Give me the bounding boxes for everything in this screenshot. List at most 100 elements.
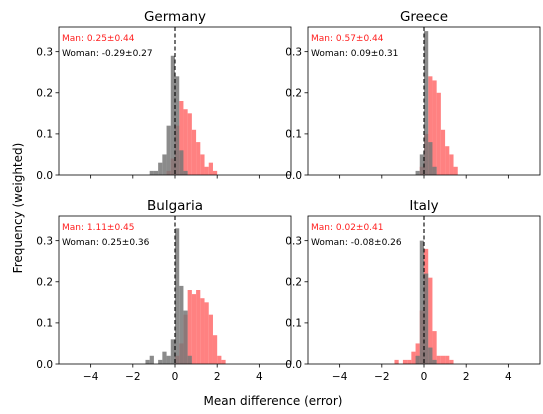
bar-man bbox=[179, 101, 184, 175]
bar-woman bbox=[415, 355, 420, 364]
bar-man bbox=[415, 343, 420, 364]
bar-man bbox=[200, 298, 205, 364]
bar-man bbox=[187, 290, 192, 364]
annotation-woman: Woman: 0.09±0.31 bbox=[311, 49, 398, 59]
bar-man bbox=[436, 355, 441, 364]
y-tick-label: 0.3 bbox=[36, 235, 53, 247]
bar-woman bbox=[158, 162, 163, 175]
panel-germany: 0.0 0.1 0.2 0.3 Germany Man: 0.25±0.44 Woman: … bbox=[36, 9, 292, 182]
bar-woman bbox=[162, 154, 167, 175]
bar-man bbox=[196, 142, 201, 175]
bar-man bbox=[407, 359, 412, 364]
bar-woman bbox=[153, 170, 159, 175]
bar-man bbox=[436, 92, 441, 175]
annotation-woman: Woman: 0.25±0.36 bbox=[62, 238, 150, 248]
annotation-woman: Woman: -0.29±0.27 bbox=[62, 49, 153, 59]
bar-woman bbox=[419, 240, 424, 364]
bar-man bbox=[445, 355, 450, 364]
bar-man bbox=[208, 162, 213, 175]
annotation-man: Man: 0.02±0.41 bbox=[311, 223, 384, 233]
bar-man bbox=[428, 277, 433, 364]
bar-man bbox=[411, 351, 416, 364]
annotation-man: Man: 1.11±0.45 bbox=[62, 223, 135, 233]
x-tick-label: −4 bbox=[83, 371, 99, 383]
bar-woman bbox=[424, 31, 429, 175]
bar-man bbox=[208, 314, 213, 364]
bar-man bbox=[428, 76, 433, 175]
y-tick-label: 0.0 bbox=[36, 170, 53, 182]
bar-woman bbox=[187, 355, 192, 364]
bar-woman bbox=[415, 170, 420, 175]
histogram-bars bbox=[145, 228, 226, 364]
histogram-bars bbox=[149, 55, 218, 175]
histogram-bars bbox=[394, 240, 454, 364]
bar-man bbox=[191, 129, 197, 175]
bar-man bbox=[221, 359, 226, 364]
bar-woman bbox=[432, 166, 437, 175]
x-tick-label: −4 bbox=[332, 371, 348, 383]
y-tick-label: 0.0 bbox=[36, 359, 53, 371]
x-tick-label: 4 bbox=[505, 371, 512, 383]
bar-woman bbox=[158, 359, 163, 364]
bar-man bbox=[449, 359, 454, 364]
bar-woman bbox=[183, 310, 188, 364]
panel-greece: 0.0 0.1 0.2 0.3 Greece Man: 0.57±0.44 Woman: 0… bbox=[285, 9, 541, 182]
y-tick-label: 0.0 bbox=[285, 170, 302, 182]
x-tick-label: 2 bbox=[463, 371, 470, 383]
bar-woman bbox=[162, 351, 167, 364]
bar-man bbox=[196, 290, 201, 364]
bar-man bbox=[212, 335, 218, 364]
bar-woman bbox=[179, 150, 184, 175]
y-tick-label: 0.2 bbox=[285, 88, 302, 100]
bar-man bbox=[432, 331, 437, 364]
panel-italy: −4 −2 0 2 4 0.0 0.1 0.2 0.3 Italy Man: 0.02±0.41 Wo… bbox=[285, 198, 541, 383]
bar-woman bbox=[424, 273, 429, 364]
bar-woman bbox=[175, 228, 180, 364]
bar-woman bbox=[432, 359, 437, 364]
bar-man bbox=[394, 359, 399, 364]
y-tick-label: 0.3 bbox=[285, 46, 302, 58]
figure-ylabel: Frequency (weighted) bbox=[11, 143, 25, 274]
panel-title: Italy bbox=[409, 198, 438, 214]
y-tick-label: 0.0 bbox=[285, 359, 302, 371]
x-tick-label: −2 bbox=[125, 371, 140, 383]
bar-woman bbox=[419, 154, 424, 175]
bar-woman bbox=[170, 55, 175, 175]
bar-woman bbox=[175, 76, 180, 175]
bar-man bbox=[440, 129, 446, 175]
panel-bulgaria: −4 −2 0 2 4 0.0 0.1 0.2 0.3 Bulgaria Man: 1.11±0.4… bbox=[36, 198, 292, 383]
y-tick-label: 0.2 bbox=[285, 277, 302, 289]
y-tick-label: 0.2 bbox=[36, 277, 53, 289]
bar-man bbox=[183, 109, 188, 175]
bar-man bbox=[432, 80, 437, 175]
histogram-bars bbox=[415, 31, 458, 175]
annotation-woman: Woman: -0.08±0.26 bbox=[311, 238, 402, 248]
bar-woman bbox=[145, 359, 150, 364]
figure-xlabel: Mean difference (error) bbox=[204, 394, 343, 408]
bar-woman bbox=[183, 170, 188, 175]
bar-woman bbox=[179, 285, 184, 364]
bar-man bbox=[453, 166, 458, 175]
bar-woman bbox=[149, 170, 154, 175]
y-tick-label: 0.3 bbox=[285, 235, 302, 247]
x-tick-label: 4 bbox=[256, 371, 263, 383]
bar-woman bbox=[428, 142, 433, 175]
bar-man bbox=[204, 166, 209, 175]
bar-man bbox=[445, 146, 450, 175]
x-tick-label: 0 bbox=[421, 371, 428, 383]
x-tick-label: 2 bbox=[214, 371, 221, 383]
annotation-man: Man: 0.57±0.44 bbox=[311, 34, 384, 44]
bar-man bbox=[217, 355, 222, 364]
bar-woman bbox=[166, 125, 171, 175]
panel-grid: 0.0 0.1 0.2 0.3 Germany Man: 0.25±0.44 Woman: … bbox=[36, 9, 541, 383]
bar-man bbox=[449, 154, 454, 175]
bar-man bbox=[402, 359, 408, 364]
bar-man bbox=[187, 113, 192, 175]
bar-woman bbox=[166, 355, 171, 364]
y-tick-label: 0.1 bbox=[36, 318, 53, 330]
x-tick-label: −2 bbox=[374, 371, 389, 383]
bar-woman bbox=[428, 347, 433, 364]
bar-man bbox=[191, 294, 197, 364]
